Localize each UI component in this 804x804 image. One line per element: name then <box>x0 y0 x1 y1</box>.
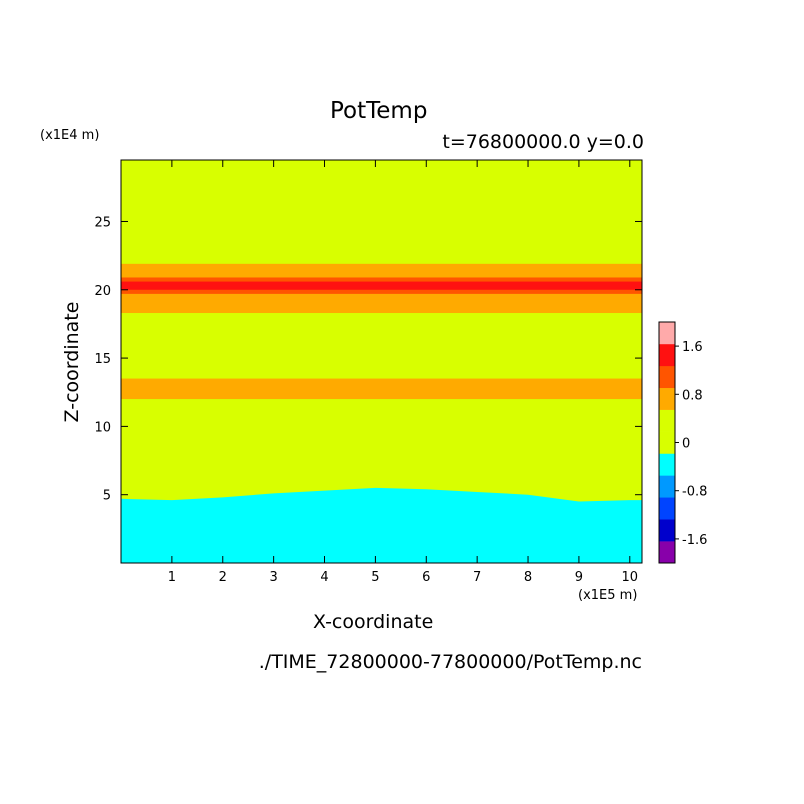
chart-subtitle: t=76800000.0 y=0.0 <box>442 131 644 153</box>
layer-cold-bottom <box>121 487 642 563</box>
x-tick-label: 8 <box>524 570 532 585</box>
y-tick-label: 10 <box>94 420 111 435</box>
x-tick-label: 4 <box>320 570 328 585</box>
colorbar-swatch <box>659 541 675 564</box>
y-axis: 5 10 15 20 25 <box>94 215 642 504</box>
layer-hottest-core <box>121 281 642 290</box>
colorbar-swatch <box>659 322 675 345</box>
x-unit-label: (x1E5 m) <box>578 588 638 603</box>
colorbar-swatch <box>659 387 675 410</box>
z-unit-label: (x1E4 m) <box>40 128 100 143</box>
colorbar-swatch <box>659 453 675 476</box>
chart-title: PotTemp <box>330 98 428 124</box>
colorbar-tick-label: -0.8 <box>682 485 707 500</box>
colorbar-swatch <box>659 431 675 454</box>
x-tick-label: 6 <box>422 570 430 585</box>
layer-warm-band <box>121 378 642 400</box>
x-tick-label: 1 <box>168 570 176 585</box>
x-tick-label: 10 <box>622 570 639 585</box>
x-tick-label: 9 <box>575 570 583 585</box>
y-tick-label: 5 <box>103 489 111 504</box>
colorbar-swatch <box>659 343 675 367</box>
x-axis: 1 2 3 4 5 6 7 8 9 10 <box>168 160 638 585</box>
plot-frame <box>120 159 643 564</box>
x-axis-label: X-coordinate <box>313 611 434 633</box>
colorbar-swatch <box>659 365 675 389</box>
colorbar-swatch <box>659 497 675 520</box>
x-tick-label: 7 <box>473 570 481 585</box>
colorbar-tick-label: 0 <box>682 437 690 452</box>
x-tick-label: 5 <box>371 570 379 585</box>
colorbar: 1.6 0.8 0 -0.8 -1.6 <box>658 321 707 564</box>
colorbar-swatch <box>659 519 675 542</box>
colorbar-tick-label: 0.8 <box>682 388 703 403</box>
source-file-label: ./TIME_72800000-77800000/PotTemp.nc <box>258 651 642 673</box>
y-tick-label: 20 <box>94 284 111 299</box>
z-axis-label: Z-coordinate <box>61 301 83 423</box>
y-tick-label: 25 <box>94 215 111 230</box>
contour-fills <box>121 160 642 563</box>
colorbar-tick-label: -1.6 <box>682 533 707 548</box>
colorbar-tick-label: 1.6 <box>682 340 703 355</box>
colorbar-swatch <box>659 409 675 432</box>
y-tick-label: 15 <box>94 352 111 367</box>
x-tick-label: 2 <box>219 570 227 585</box>
x-tick-label: 3 <box>269 570 277 585</box>
colorbar-swatch <box>659 475 675 498</box>
